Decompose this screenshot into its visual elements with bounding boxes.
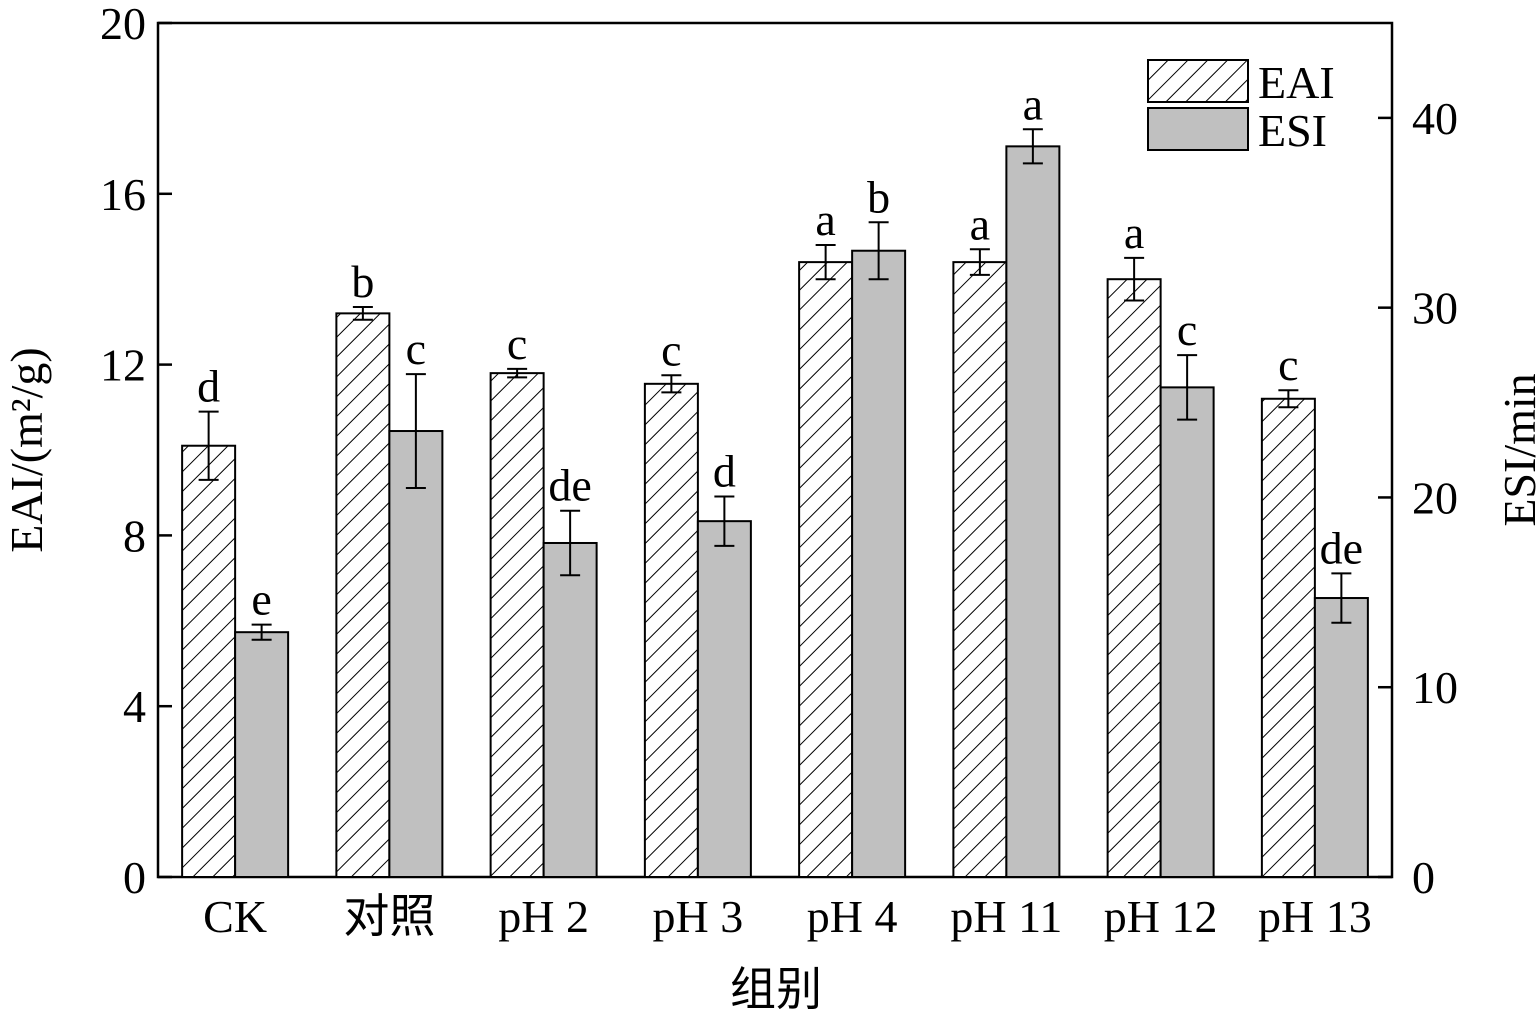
y2-tick-label: 0: [1412, 852, 1435, 903]
significance-letter: a: [1023, 78, 1043, 129]
bar: [1159, 386, 1215, 878]
legend-swatch: [1147, 107, 1249, 151]
y-tick-label: 20: [100, 0, 146, 49]
significance-letter: c: [1177, 304, 1197, 355]
significance-letter: e: [251, 574, 271, 625]
bar: [1260, 397, 1316, 878]
bar: [234, 631, 290, 878]
bar: [851, 249, 907, 878]
y-tick-label: 12: [100, 340, 146, 391]
significance-letter: d: [713, 445, 736, 496]
plot-frame: [156, 21, 1394, 879]
legend-swatch: [1147, 59, 1249, 103]
x-tick-label: 对照: [343, 891, 435, 942]
x-tick-label: pH 11: [950, 891, 1062, 942]
x-tick-label: pH 4: [807, 891, 898, 942]
significance-letter: a: [970, 198, 990, 249]
x-tick-label: pH 3: [653, 891, 744, 942]
y2-tick-label: 40: [1412, 93, 1458, 144]
legend-label: EAI: [1258, 57, 1335, 108]
significance-letter: b: [867, 171, 890, 222]
significance-letter: b: [351, 256, 374, 307]
x-tick-label: pH 13: [1258, 891, 1372, 942]
significance-letter: de: [548, 460, 591, 511]
bar: [643, 382, 699, 878]
bar: [798, 261, 854, 878]
y-tick-label: 0: [123, 852, 146, 903]
bar: [1005, 145, 1061, 879]
y-tick-label: 16: [100, 169, 146, 220]
bar: [489, 372, 545, 878]
bar: [952, 261, 1008, 878]
bar: [181, 444, 237, 878]
y-tick-label: 8: [123, 510, 146, 561]
x-tick-label: pH 12: [1104, 891, 1218, 942]
significance-letter: de: [1320, 522, 1363, 573]
y2-tick-label: 30: [1412, 283, 1458, 334]
significance-letter: a: [1124, 207, 1144, 258]
x-axis-label: 组别: [730, 964, 822, 1014]
legend-label: ESI: [1258, 105, 1327, 156]
bar: [1313, 597, 1369, 878]
bar: [1106, 278, 1162, 878]
y2-tick-label: 20: [1412, 472, 1458, 523]
bar: [388, 430, 444, 878]
bar: [696, 520, 752, 879]
significance-letter: c: [661, 324, 681, 375]
y2-tick-label: 10: [1412, 662, 1458, 713]
x-tick-label: CK: [203, 891, 267, 942]
significance-letter: d: [197, 361, 220, 412]
bar: [335, 312, 391, 878]
significance-letter: c: [1278, 339, 1298, 390]
significance-letter: c: [406, 323, 426, 374]
bar: [542, 541, 598, 878]
y-tick-label: 4: [123, 681, 146, 732]
y2-axis-label: ESI/min: [1494, 373, 1540, 526]
x-tick-label: pH 2: [498, 891, 589, 942]
y-axis-label: EAI/(m²/g): [1, 347, 52, 552]
significance-letter: a: [815, 194, 835, 245]
significance-letter: c: [507, 318, 527, 369]
